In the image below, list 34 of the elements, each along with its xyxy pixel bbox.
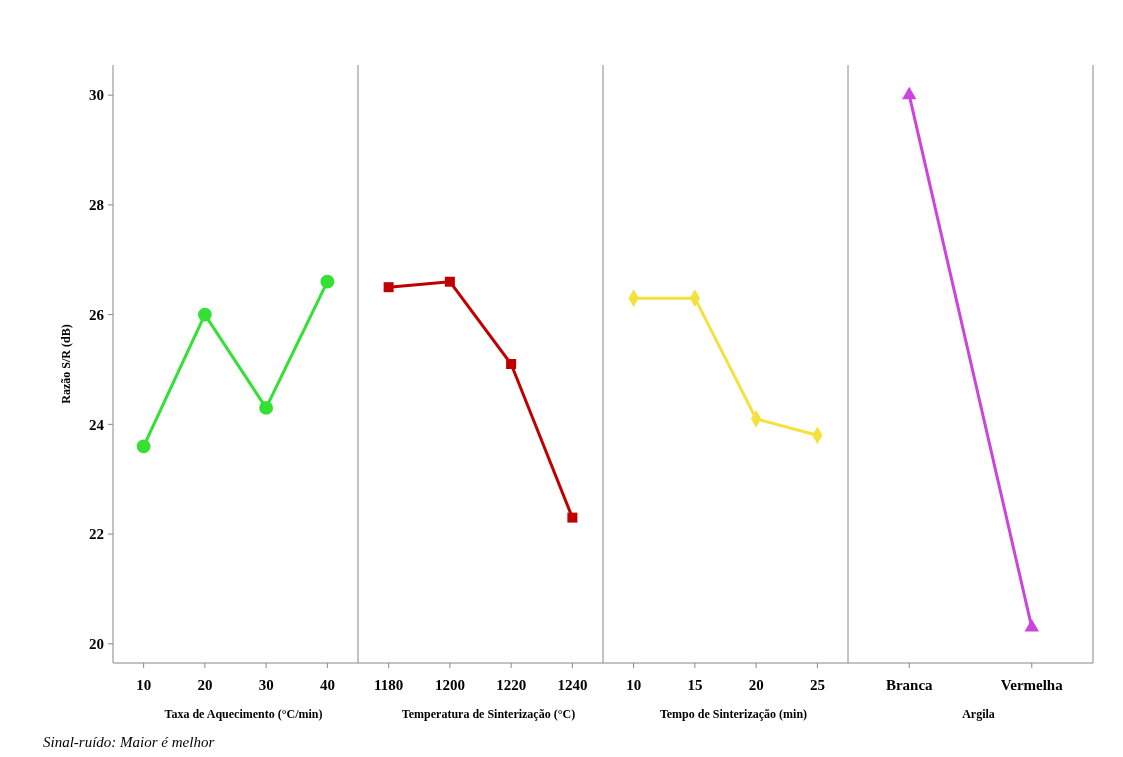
point bbox=[567, 512, 578, 523]
x-tick-label: 30 bbox=[258, 677, 274, 693]
point bbox=[383, 282, 394, 293]
x-axis-title: Taxa de Aquecimento (°C/min) bbox=[164, 707, 323, 721]
x-tick-label: 1200 bbox=[434, 677, 465, 693]
x-tick-label: 40 bbox=[319, 677, 335, 693]
x-tick-label: 10 bbox=[626, 677, 642, 693]
x-tick-label: 1180 bbox=[374, 677, 404, 693]
y-tick-label: 22 bbox=[89, 526, 104, 543]
y-tick-label: 24 bbox=[89, 416, 105, 433]
text: Sinal-ruído: Maior é melhor bbox=[43, 734, 215, 750]
point bbox=[136, 439, 151, 454]
y-tick-label: 26 bbox=[89, 306, 105, 323]
point bbox=[506, 359, 517, 369]
point bbox=[259, 400, 274, 415]
point bbox=[444, 276, 455, 287]
x-tick-label: 25 bbox=[809, 677, 825, 693]
point bbox=[197, 307, 212, 322]
x-tick-label: 1220 bbox=[496, 677, 527, 693]
x-axis-title: Tempo de Sinterização (min) bbox=[659, 707, 808, 721]
y-tick-label: 28 bbox=[89, 197, 104, 214]
x-axis-title: Temperatura de Sinterização (°C) bbox=[401, 707, 576, 721]
y-tick-label: 20 bbox=[89, 636, 104, 653]
x-tick-label: Branca bbox=[885, 677, 934, 693]
point bbox=[320, 274, 335, 289]
x-tick-label: 15 bbox=[687, 677, 703, 693]
y-axis-title: Razão S/R (dB) bbox=[59, 324, 73, 404]
x-tick-label: 1240 bbox=[557, 677, 588, 693]
y-tick-label: 30 bbox=[89, 87, 104, 104]
x-axis-title: Argila bbox=[962, 707, 995, 721]
x-tick-label: 20 bbox=[197, 677, 213, 693]
x-tick-label: 20 bbox=[748, 677, 764, 693]
x-tick-label: 10 bbox=[136, 677, 152, 693]
x-tick-label: Vermelha bbox=[1000, 677, 1064, 693]
